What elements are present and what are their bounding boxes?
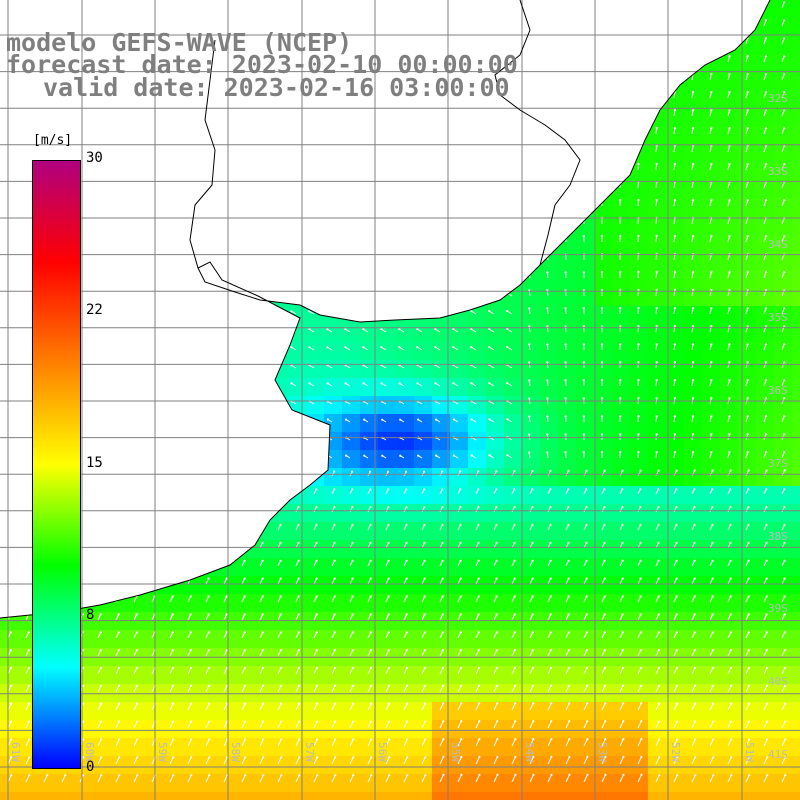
lat-label: 40S [768, 675, 788, 688]
lon-label: 61W [9, 742, 22, 762]
lat-label: 33S [768, 165, 788, 178]
lat-label: 41S [768, 748, 788, 761]
colorbar [32, 160, 81, 769]
lat-label: 38S [768, 530, 788, 543]
lat-label: 36S [768, 384, 788, 397]
lon-label: 52W [669, 742, 682, 762]
lon-label: 59W [156, 742, 169, 762]
longitude-labels: 61W 60W 59W 58W 57W 56W 55W 54W 53W 52W 51W [9, 742, 756, 762]
lon-label: 60W [83, 742, 96, 762]
coastline [0, 0, 771, 619]
lon-label: 53W [596, 742, 609, 762]
latitude-labels: 32S 33S 34S 35S 36S 37S 38S 39S 40S 41S [768, 92, 788, 761]
colorbar-tick: 22 [86, 302, 103, 318]
title-valid-date: valid date: 2023-02-16 03:00:00 [43, 73, 510, 102]
title-forecast-date: forecast date: 2023-02-10 00:00:00 [6, 50, 518, 79]
land-mask [0, 0, 770, 618]
lon-label: 57W [303, 742, 316, 762]
lat-label: 35S [768, 311, 788, 324]
lon-label: 51W [743, 742, 756, 762]
lat-label: 39S [768, 602, 788, 615]
colorbar-tick: 0 [86, 759, 95, 775]
colorbar-tick: 30 [86, 150, 103, 166]
title-model: modelo GEFS-WAVE (NCEP) [6, 28, 353, 57]
lat-label: 37S [768, 457, 788, 470]
lon-label: 58W [229, 742, 242, 762]
lat-label: 32S [768, 92, 788, 105]
lon-label: 55W [449, 742, 462, 762]
colorbar-unit: [m/s] [33, 133, 73, 148]
colorbar-tick: 15 [86, 455, 103, 471]
lon-label: 56W [376, 742, 389, 762]
colorbar-tick: 8 [86, 607, 95, 623]
lat-label: 34S [768, 238, 788, 251]
lon-label: 54W [523, 742, 536, 762]
